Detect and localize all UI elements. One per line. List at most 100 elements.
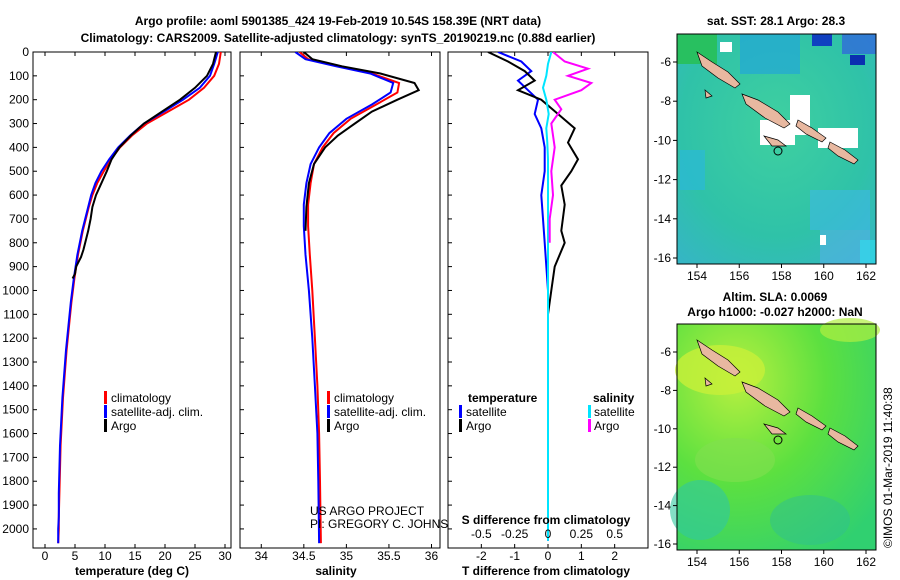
x-tick-label: 5 (72, 549, 79, 563)
temperature-panel: 0100200300400500600700800900100011001200… (2, 45, 232, 578)
series-line-s-satellite (541, 52, 553, 541)
sst-map-frame (676, 33, 877, 265)
legend-swatch-satellite (104, 405, 107, 418)
series-line-satellite (57, 52, 219, 544)
depth-tick-label: 600 (9, 188, 29, 202)
map-y-tick-label: -10 (654, 422, 672, 436)
x-tick-label: 35 (340, 549, 354, 563)
map-x-tick-label: 156 (729, 269, 749, 283)
s-diff-tick-label: 0.25 (570, 527, 594, 541)
depth-tick-label: 900 (9, 260, 29, 274)
depth-tick-label: 1600 (2, 427, 29, 441)
legend-swatch-s-satellite (588, 405, 591, 418)
temperature-series (57, 52, 222, 544)
map-y-tick-label: -8 (660, 94, 671, 108)
x-tick-label: 0 (545, 549, 552, 563)
legend-label-t-satellite: satellite (466, 405, 507, 419)
map-y-tick-label: -12 (654, 173, 672, 187)
sst-map-panel: sat. SST: 28.1 Argo: 28.3 (654, 14, 877, 283)
map-x-tick-label: 154 (687, 269, 707, 283)
s-diff-tick-label: 0 (545, 527, 552, 541)
legend-label-climatology: climatology (334, 391, 394, 405)
map-x-tick-label: 158 (771, 269, 791, 283)
sla-map-axes: 154 156 158 160 162 -6 -8 -10 -12 -14 -16 (654, 345, 877, 569)
depth-tick-label: 2000 (2, 522, 29, 536)
salinity-axes-frame (239, 51, 441, 549)
depth-tick-label: 1900 (2, 498, 29, 512)
legend-label-satellite: satellite-adj. clim. (111, 405, 203, 419)
temperature-legend: climatology satellite-adj. clim. Argo (104, 391, 203, 433)
x-tick-label: 36 (425, 549, 439, 563)
map-y-tick-label: -6 (660, 345, 671, 359)
legend-label-s-satellite: satellite (594, 405, 635, 419)
map-y-tick-label: -16 (654, 251, 672, 265)
legend-swatch-climatology (327, 391, 330, 404)
sla-map-frame (676, 323, 877, 551)
legend-label-satellite: satellite-adj. clim. (334, 405, 426, 419)
map-x-tick-label: 162 (856, 555, 876, 569)
salinity-diff-xlabel: S difference from climatology (462, 513, 631, 527)
s-diff-tick-label: -0.25 (501, 527, 529, 541)
sla-map-title1: Altim. SLA: 0.0069 (723, 290, 828, 304)
map-x-tick-label: 162 (856, 269, 876, 283)
depth-tick-label: 700 (9, 212, 29, 226)
argo-float-location-marker (773, 146, 783, 156)
x-tick-label: 2 (611, 549, 618, 563)
map-x-tick-label: 154 (687, 555, 707, 569)
depth-tick-label: 300 (9, 117, 29, 131)
map-y-tick-label: -8 (660, 383, 671, 397)
depth-tick-label: 0 (22, 45, 29, 59)
legend-label-argo: Argo (334, 419, 360, 433)
depth-tick-label: 1400 (2, 379, 29, 393)
credit-pi: PI: GREGORY C. JOHNSON (310, 517, 466, 531)
legend-swatch-climatology (104, 391, 107, 404)
map-x-tick-label: 156 (729, 555, 749, 569)
salinity-diff-tick-labels: -0.5 -0.25 0 0.25 0.5 (471, 527, 623, 541)
depth-tick-label: 1800 (2, 474, 29, 488)
sla-map-panel: Altim. SLA: 0.0069 Argo h1000: -0.027 h2… (654, 290, 880, 569)
series-line-s-argo (548, 52, 594, 243)
legend-swatch-argo (327, 419, 330, 432)
sst-map-islands (696, 51, 859, 165)
x-tick-label: 1 (578, 549, 585, 563)
depth-tick-label: 200 (9, 93, 29, 107)
figure-title-line1: Argo profile: aoml 5901385_424 19-Feb-20… (135, 14, 541, 28)
temperature-diff-xlabel: T difference from climatology (462, 564, 630, 578)
s-diff-tick-label: -0.5 (471, 527, 492, 541)
x-tick-label: 0 (42, 549, 49, 563)
salinity-depth-ticks (240, 51, 244, 530)
argo-float-location-marker (773, 435, 783, 445)
legend-label-s-argo: Argo (594, 419, 620, 433)
salinity-x-axis: 34 34.5 35 35.5 36 (255, 52, 439, 563)
difference-series (487, 52, 594, 541)
temperature-xlabel: temperature (deg C) (75, 564, 189, 578)
legend-swatch-satellite (327, 405, 330, 418)
salinity-xlabel: salinity (315, 564, 357, 578)
sla-map-patches (670, 318, 880, 545)
x-tick-label: 35.5 (377, 549, 401, 563)
legend-title-temperature: temperature (468, 391, 538, 405)
series-line-t-argo (487, 52, 580, 315)
depth-axis: 0 100 200 300 400 500 600 700 800 900 1000 1100 1200… (2, 45, 37, 536)
difference-depth-ticks (448, 51, 452, 530)
depth-tick-label: 1500 (2, 403, 29, 417)
x-tick-label: 10 (98, 549, 112, 563)
depth-tick-label: 1000 (2, 283, 29, 297)
x-tick-label: 25 (188, 549, 202, 563)
temperature-x-axis: 0 5 10 15 20 25 30 (42, 52, 232, 563)
map-y-tick-label: -16 (654, 537, 672, 551)
map-y-tick-label: -12 (654, 460, 672, 474)
salinity-panel: 34 34.5 35 35.5 36 salinity climatology sate… (239, 51, 466, 578)
legend-label-climatology: climatology (111, 391, 171, 405)
temperature-axes-frame (32, 51, 232, 549)
sst-map-title: sat. SST: 28.1 Argo: 28.3 (707, 14, 846, 28)
credit-project: US ARGO PROJECT (310, 504, 425, 518)
map-y-tick-label: -14 (654, 212, 672, 226)
depth-tick-label: 100 (9, 69, 29, 83)
legend-label-t-argo: Argo (466, 419, 492, 433)
x-tick-label: 30 (218, 549, 232, 563)
salinity-legend: climatology satellite-adj. clim. Argo (327, 391, 426, 433)
series-line-argo (303, 52, 421, 231)
x-tick-label: 15 (128, 549, 142, 563)
